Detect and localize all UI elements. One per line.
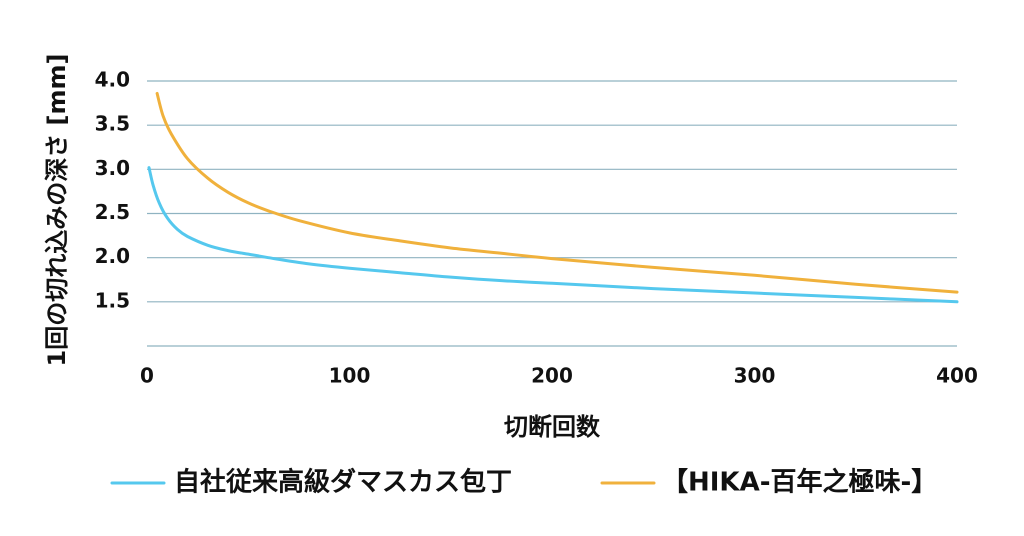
series-line-1 [147,166,959,304]
y-tick-label: 4.0 [95,68,130,92]
x-tick-labels: 0 100 200 300 400 [140,364,978,388]
legend-label-series-2: 【HIKA-百年之極味-】 [662,467,937,498]
x-tick-label: 400 [936,364,978,388]
x-axis-title: 切断回数 [504,413,601,441]
x-tick-label: 200 [531,364,573,388]
series-line-2 [155,91,959,294]
y-tick-label: 2.0 [95,244,130,268]
y-axis-title: 1回の切れ込みの深さ [mm] [43,53,71,366]
y-tick-label: 2.5 [95,200,130,224]
x-tick-label: 100 [329,364,371,388]
y-tick-label: 1.5 [95,288,130,312]
y-tick-label: 3.5 [95,112,130,136]
y-tick-label: 3.0 [95,156,130,180]
x-tick-label: 300 [734,364,776,388]
gridlines [147,80,957,347]
legend-label-series-1: 自社従来高級ダマスカス包丁 [174,467,512,498]
legend: 自社従来高級ダマスカス包丁 【HIKA-百年之極味-】 [110,467,937,498]
y-tick-labels: 1.5 2.0 2.5 3.0 3.5 4.0 [95,68,130,313]
series-lines [147,91,959,304]
x-tick-label: 0 [140,364,154,388]
